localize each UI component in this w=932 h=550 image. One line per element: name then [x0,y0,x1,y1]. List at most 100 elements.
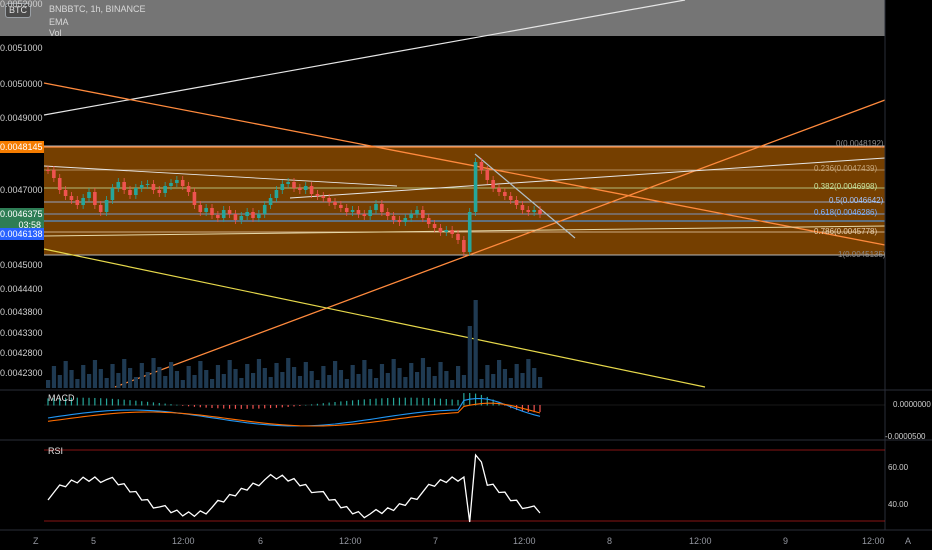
volume-bar [467,326,472,388]
time-label: 8 [607,536,613,546]
fib-label: 0.236(0.0047439) [814,164,878,173]
volume-bar [426,367,431,388]
volume-bar [450,380,455,388]
candle-body [432,224,437,228]
volume-bar [327,375,332,388]
macd-histogram-bar [369,398,371,406]
volume-bar [391,359,396,388]
volume-bar [338,370,344,388]
zoom-z-button[interactable]: Z [33,536,39,546]
fib-level-lines [44,145,885,256]
time-label: 12:00 [689,536,712,546]
macd-histogram [47,392,541,413]
candle-body [116,182,121,188]
volume-bar [368,369,373,388]
rsi-pane-label[interactable]: RSI [48,446,64,456]
candle-body [520,205,525,210]
candle-body [362,214,367,216]
indicator-ema-label[interactable]: EMA [49,17,69,27]
volume-bar [485,365,490,388]
orange-trendline-up[interactable] [114,99,886,388]
volume-bar [362,360,367,388]
symbol-title[interactable]: BNBBTC, 1h, BINANCE [49,4,146,14]
volume-bar [409,363,414,388]
orange-trendline-down[interactable] [43,82,886,246]
macd-histogram-bar [117,399,119,406]
macd-histogram-bar [269,405,272,409]
macd-histogram-bar [428,398,430,406]
fib-retracement-zone[interactable] [44,146,885,255]
volume-bar [497,360,502,388]
candle-body [497,188,501,192]
candle-body [473,162,478,212]
macd-pane-label[interactable]: MACD [48,393,75,403]
candle-body [391,216,396,220]
candle-body [532,210,536,212]
macd-histogram-bar [422,397,424,406]
volume-bar [456,366,461,388]
volume-bar [204,370,209,388]
candle-body [462,240,466,252]
candle-body [409,214,413,218]
macd-histogram-bar [515,405,518,411]
volume-bar [379,364,385,388]
volume-bar [514,364,519,388]
volume-bar [251,373,256,388]
time-label: 12:00 [172,536,195,546]
volume-bar [479,379,484,388]
macd-histogram-bar [363,399,365,406]
volume-bar [344,379,349,388]
header-shaded-area [0,0,885,36]
time-label: 5 [91,536,97,546]
candle-body [280,184,285,190]
macd-histogram-bar [316,403,319,406]
candle-body [110,188,115,200]
white-trendline-mid[interactable] [289,157,886,199]
macd-histogram-bar [211,405,213,408]
candlesticks [46,158,542,256]
volume-bar [473,300,478,388]
candle-body [239,216,244,220]
macd-histogram-bar [135,400,137,406]
current-price-tag[interactable]: 0.0046375 [0,208,44,220]
volume-bar [461,375,467,388]
volume-bar [174,371,180,388]
candle-body [426,218,431,224]
price-tick: 0.0049000 [0,113,43,123]
volume-bar [57,375,62,388]
volume-bar [297,376,303,388]
grey-trendline[interactable] [474,153,576,239]
macd-histogram-bar [287,405,289,407]
volume-bar [333,361,338,388]
upper-price-tag[interactable]: 0.0048145 [0,141,44,153]
beige-horizontal-line[interactable] [43,225,886,237]
candle-body [403,218,408,222]
candle-body [327,198,331,202]
macd-histogram-bar [416,397,418,406]
macd-axis-tick: -0.0000500 [885,432,926,441]
price-tick: 0.0050000 [0,79,43,89]
indicator-vol-label[interactable]: Vol [49,28,62,38]
white-trendline-top[interactable] [43,0,686,116]
candle-body [508,196,513,200]
candle-body [163,186,167,193]
volume-bar [180,380,185,388]
macd-histogram-bar [334,401,336,406]
volume-bar [374,378,379,388]
rsi-line [47,453,541,523]
candle-body [63,190,68,196]
macd-histogram-bar [398,397,401,406]
macd-histogram-bar [351,400,354,406]
lower-price-tag[interactable]: 0.0046138 [0,228,44,240]
macd-axis-tick: 0.0000000 [893,400,931,409]
symbol-badge[interactable]: BTC [5,3,31,18]
white-segment-left[interactable] [43,165,398,187]
candle-body [344,208,349,212]
yellow-trendline[interactable] [43,248,706,388]
auto-scale-button[interactable]: A [905,536,912,546]
candle-body [450,230,454,234]
macd-histogram-bar [258,405,260,409]
fib-label: 0.618(0.0046286) [814,208,878,217]
